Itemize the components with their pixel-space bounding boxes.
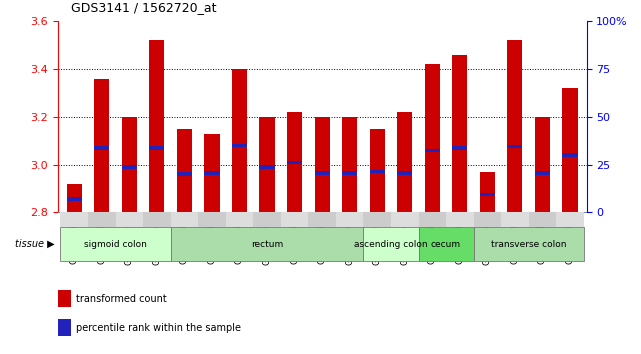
Bar	[226, 212, 253, 227]
Bar	[507, 145, 522, 148]
Bar	[315, 117, 329, 212]
Bar	[507, 40, 522, 212]
Bar	[122, 117, 137, 212]
Bar	[149, 40, 165, 212]
Bar	[397, 171, 412, 175]
Bar	[260, 117, 274, 212]
Bar	[425, 149, 440, 152]
Bar	[562, 88, 578, 212]
Bar	[315, 171, 329, 175]
Bar	[260, 165, 274, 169]
Text: GDS3141 / 1562720_at: GDS3141 / 1562720_at	[71, 1, 216, 14]
Text: tissue ▶: tissue ▶	[15, 239, 54, 249]
Bar	[419, 212, 446, 227]
Bar	[419, 227, 474, 261]
Bar	[94, 146, 110, 150]
Bar	[556, 212, 584, 227]
Bar	[232, 144, 247, 147]
Bar	[281, 212, 308, 227]
Bar	[149, 146, 165, 150]
Bar	[94, 79, 110, 212]
Bar	[501, 212, 529, 227]
Text: transverse colon: transverse colon	[491, 240, 567, 249]
Bar	[67, 197, 82, 201]
Text: percentile rank within the sample: percentile rank within the sample	[76, 322, 240, 333]
Bar	[474, 212, 501, 227]
Bar	[535, 117, 550, 212]
Bar	[453, 55, 467, 212]
Bar	[446, 212, 474, 227]
Bar	[425, 64, 440, 212]
Bar	[479, 172, 495, 212]
Bar	[58, 319, 71, 336]
Bar	[171, 227, 363, 261]
Bar	[336, 212, 363, 227]
Bar	[363, 212, 391, 227]
Bar	[529, 212, 556, 227]
Text: transformed count: transformed count	[76, 294, 166, 304]
Bar	[370, 170, 385, 173]
Bar	[397, 112, 412, 212]
Bar	[177, 129, 192, 212]
Bar	[115, 212, 143, 227]
Bar	[342, 117, 357, 212]
Bar	[308, 212, 336, 227]
Bar	[287, 112, 302, 212]
Bar	[370, 129, 385, 212]
Bar	[342, 171, 357, 175]
Bar	[479, 193, 495, 196]
Text: sigmoid colon: sigmoid colon	[84, 240, 147, 249]
Bar	[287, 160, 302, 164]
Bar	[535, 171, 550, 175]
Text: rectum: rectum	[251, 240, 283, 249]
Bar	[204, 171, 219, 175]
Bar	[122, 165, 137, 169]
Bar	[253, 212, 281, 227]
Bar	[204, 133, 219, 212]
Bar	[143, 212, 171, 227]
Bar	[453, 146, 467, 150]
Bar	[363, 227, 419, 261]
Bar	[198, 212, 226, 227]
Bar	[67, 184, 82, 212]
Bar	[562, 153, 578, 157]
Bar	[171, 212, 198, 227]
Bar	[177, 172, 192, 176]
Bar	[232, 69, 247, 212]
Text: ascending colon: ascending colon	[354, 240, 428, 249]
Bar	[474, 227, 584, 261]
Bar	[58, 290, 71, 307]
Text: cecum: cecum	[431, 240, 461, 249]
Bar	[88, 212, 115, 227]
Bar	[60, 212, 88, 227]
Bar	[391, 212, 419, 227]
Bar	[60, 227, 171, 261]
